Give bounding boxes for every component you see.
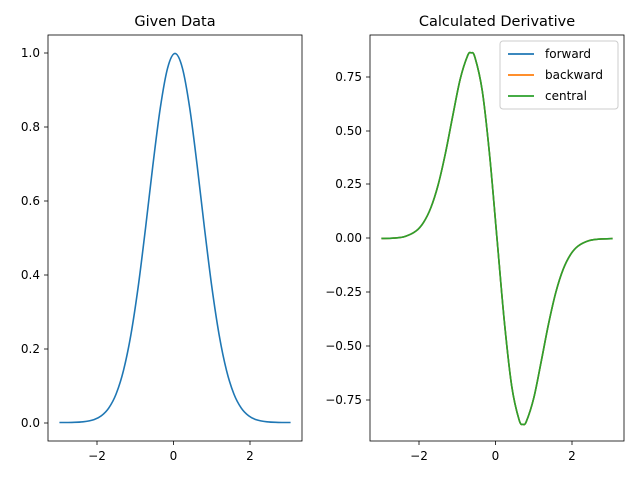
y-tick: 0.6: [21, 194, 48, 208]
y-tick-label: 0.75: [335, 70, 362, 84]
y-axis: 0.0 0.2 0.4 0.6 0.8 1.0: [21, 46, 48, 430]
x-tick-label: −2: [88, 449, 106, 463]
y-tick: 0.50: [335, 124, 370, 138]
y-tick-label: 0.2: [21, 342, 40, 356]
x-tick: 0: [170, 441, 178, 463]
axes-frame: [369, 34, 625, 442]
legend-entry-backward: backward: [508, 68, 603, 82]
y-tick: 0.75: [335, 70, 370, 84]
x-tick: 2: [246, 441, 254, 463]
y-tick: 0.00: [335, 231, 370, 245]
y-tick-label: 1.0: [21, 46, 40, 60]
x-tick: 2: [568, 441, 576, 463]
y-tick-label: 0.50: [335, 124, 362, 138]
axes-frame: [47, 34, 303, 442]
plot-area: [381, 51, 613, 426]
x-tick: −2: [88, 441, 106, 463]
subplot-calculated-derivative: Calculated Derivative −2 0 2 −0.75 −0: [325, 14, 625, 463]
y-tick: 0.2: [21, 342, 48, 356]
y-tick-label: 0.8: [21, 120, 40, 134]
series-line-central: [381, 51, 613, 426]
y-tick-label: 0.4: [21, 268, 40, 282]
x-axis: −2 0 2: [410, 441, 576, 463]
x-tick: −2: [410, 441, 428, 463]
y-tick-label: 0.0: [21, 416, 40, 430]
y-tick: 0.4: [21, 268, 48, 282]
y-tick: −0.50: [325, 339, 370, 353]
chart-title: Calculated Derivative: [419, 14, 575, 30]
y-tick: −0.75: [325, 393, 370, 407]
legend-box: [499, 40, 619, 110]
legend-entry-forward: forward: [508, 47, 591, 61]
legend-label-forward: forward: [545, 47, 591, 61]
legend-entry-central: central: [508, 89, 587, 103]
y-axis: −0.75 −0.50 −0.25 0.00 0.25 0.50: [325, 70, 370, 407]
x-tick-label: 0: [170, 449, 178, 463]
y-tick: 0.25: [335, 177, 370, 191]
legend-label-central: central: [545, 89, 587, 103]
y-tick-label: 0.00: [335, 231, 362, 245]
y-tick: 1.0: [21, 46, 48, 60]
y-tick-label: −0.75: [325, 393, 362, 407]
x-tick-label: −2: [410, 449, 428, 463]
x-tick: 0: [492, 441, 500, 463]
plot-area: [59, 52, 291, 424]
x-tick-label: 2: [568, 449, 576, 463]
y-tick-label: −0.25: [325, 285, 362, 299]
legend: forward backward central: [499, 40, 619, 110]
y-tick: −0.25: [325, 285, 370, 299]
y-tick-label: −0.50: [325, 339, 362, 353]
y-tick: 0.0: [21, 416, 48, 430]
y-tick-label: 0.6: [21, 194, 40, 208]
legend-label-backward: backward: [545, 68, 603, 82]
series-line-series-0: [59, 52, 291, 424]
x-tick-label: 0: [492, 449, 500, 463]
y-tick-label: 0.25: [335, 177, 362, 191]
x-axis: −2 0 2: [88, 441, 254, 463]
x-tick-label: 2: [246, 449, 254, 463]
y-tick: 0.8: [21, 120, 48, 134]
subplot-given-data: Given Data −2 0 2 0.0 0.2: [21, 14, 303, 463]
chart-title: Given Data: [134, 14, 215, 30]
